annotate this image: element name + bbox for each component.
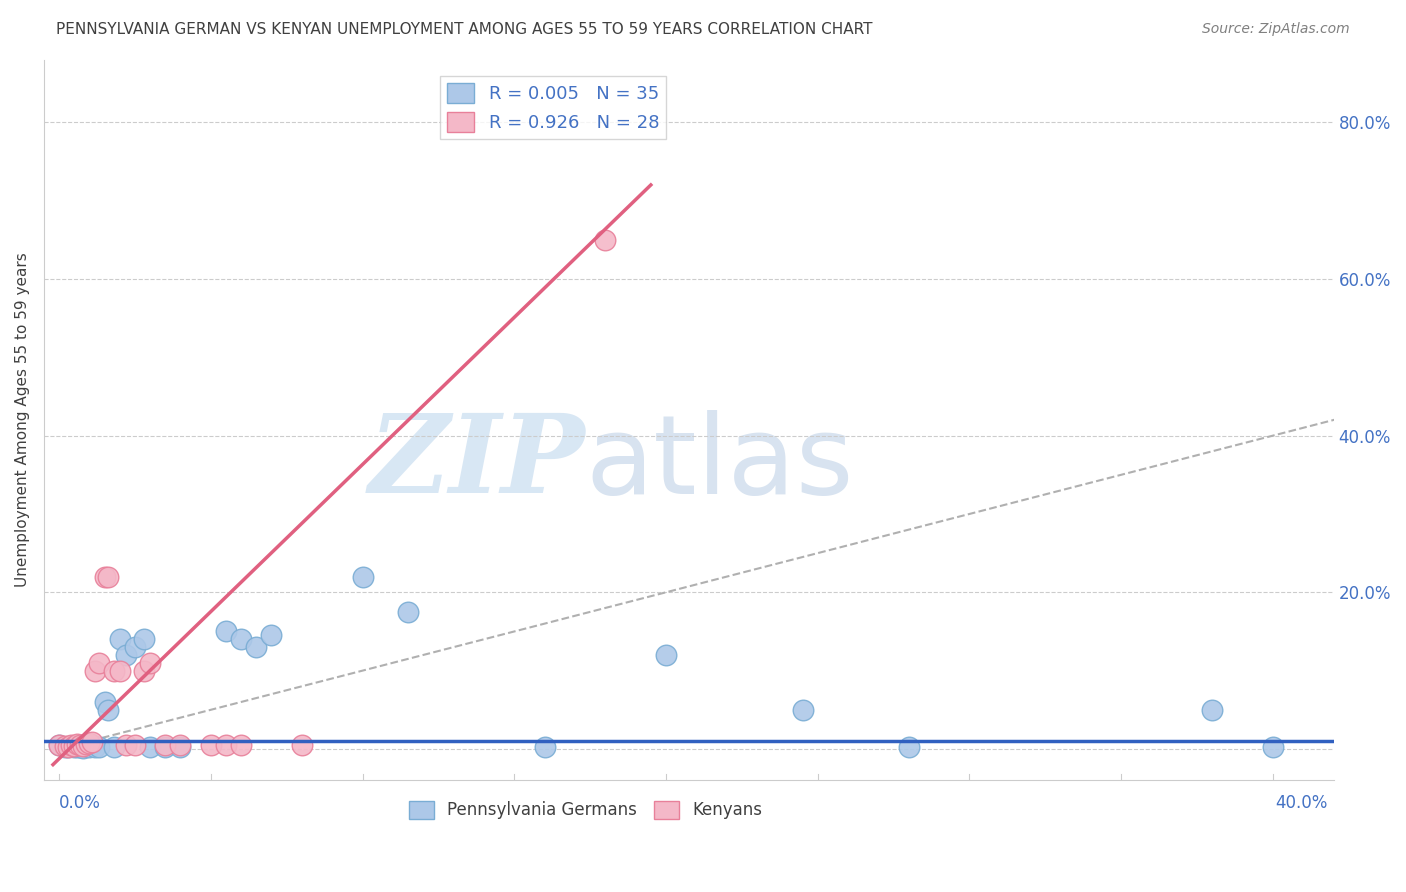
Point (56, 739, 79, 754)
Point (155, 739, 177, 754)
Point (215, 738, 238, 752)
Point (84, 740, 107, 755)
Point (60, 739, 83, 753)
Point (97, 569, 120, 583)
Point (48, 738, 70, 752)
Point (56, 740, 79, 755)
Point (396, 605, 419, 619)
Point (169, 739, 191, 754)
Text: Source: ZipAtlas.com: Source: ZipAtlas.com (1202, 22, 1350, 37)
Text: 40.0%: 40.0% (1275, 795, 1327, 813)
Point (132, 664, 155, 678)
Point (63, 739, 86, 753)
Point (215, 624, 238, 639)
Point (108, 664, 131, 678)
Text: ZIP: ZIP (368, 409, 585, 517)
Point (63, 739, 86, 754)
Point (72, 741, 94, 756)
Point (291, 738, 314, 752)
Point (82, 735, 104, 749)
Point (82, 738, 104, 752)
Point (897, 739, 920, 754)
Point (1201, 703, 1223, 717)
Point (93, 569, 115, 583)
Point (1261, 739, 1284, 754)
Point (114, 648, 136, 662)
Point (124, 738, 146, 752)
Point (352, 569, 374, 583)
Point (97, 703, 120, 717)
Point (79, 736, 101, 750)
Text: PENNSYLVANIA GERMAN VS KENYAN UNEMPLOYMENT AMONG AGES 55 TO 59 YEARS CORRELATION: PENNSYLVANIA GERMAN VS KENYAN UNEMPLOYME… (56, 22, 873, 37)
Point (139, 656, 162, 670)
Point (139, 739, 162, 754)
Text: atlas: atlas (585, 409, 853, 516)
Point (48, 738, 70, 752)
Point (93, 695, 115, 709)
Point (60, 738, 83, 752)
Point (533, 739, 555, 754)
Point (155, 738, 177, 752)
Point (103, 740, 125, 755)
Point (66, 740, 89, 755)
Point (124, 640, 146, 654)
Point (84, 664, 107, 678)
Point (66, 737, 89, 751)
Point (231, 632, 253, 647)
Point (69, 738, 91, 752)
Text: 0.0%: 0.0% (59, 795, 101, 813)
Point (655, 648, 678, 662)
Point (53, 739, 76, 753)
Point (69, 739, 91, 754)
Point (75, 737, 97, 751)
Point (87, 739, 110, 754)
Point (245, 640, 267, 654)
Point (103, 664, 125, 678)
Point (231, 738, 253, 752)
Point (169, 738, 191, 752)
Point (114, 738, 136, 752)
Point (260, 628, 283, 642)
Point (200, 738, 222, 752)
Y-axis label: Unemployment Among Ages 55 to 59 years: Unemployment Among Ages 55 to 59 years (15, 252, 30, 587)
Point (108, 632, 131, 647)
Point (75, 739, 97, 753)
Point (79, 739, 101, 754)
Point (87, 656, 110, 670)
Point (132, 632, 155, 647)
Point (595, 233, 617, 247)
Point (53, 739, 76, 754)
Legend: Pennsylvania Germans, Kenyans: Pennsylvania Germans, Kenyans (402, 794, 769, 826)
Point (792, 703, 814, 717)
Point (72, 739, 94, 753)
